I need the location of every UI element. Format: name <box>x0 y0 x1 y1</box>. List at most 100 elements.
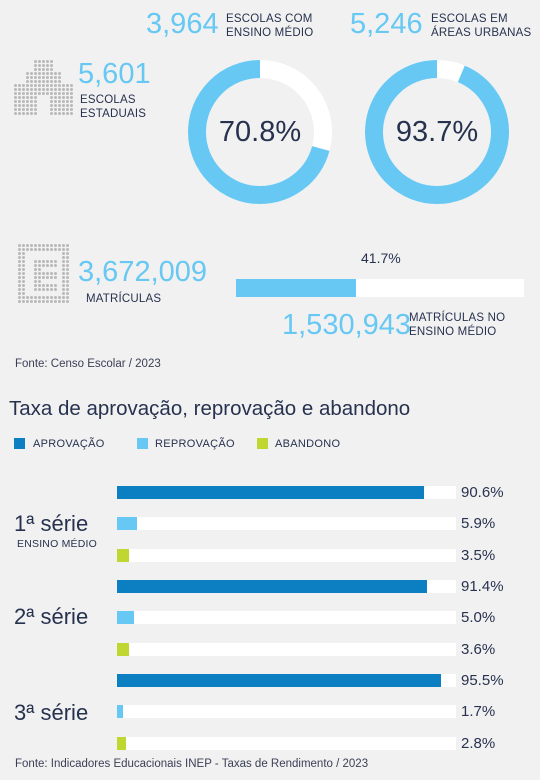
school-icon-dot <box>30 100 33 103</box>
school-icon-dot <box>42 88 45 91</box>
doc-icon-dot <box>22 264 25 267</box>
school-icon-dot <box>62 92 65 95</box>
doc-icon-dot <box>54 288 57 291</box>
doc-icon-dot <box>22 268 25 271</box>
doc-icon-dot <box>22 248 25 251</box>
school-icon-dot <box>30 92 33 95</box>
school-icon-dot <box>70 108 73 111</box>
school-icon-dot <box>50 112 53 115</box>
school-icon-dot <box>22 88 25 91</box>
doc-icon-dot <box>38 288 41 291</box>
doc-icon-dot <box>46 300 49 303</box>
school-icon-dot <box>34 108 37 111</box>
doc-icon-dot <box>42 244 45 247</box>
doc-icon-dot <box>42 284 45 287</box>
bar-track <box>117 517 456 530</box>
school-icon-dot <box>42 84 45 87</box>
school-icon-dot <box>46 68 49 71</box>
bar-3-reprovação <box>117 705 123 718</box>
doc-icon-dot <box>50 284 53 287</box>
doc-icon-dot <box>34 280 37 283</box>
matriculas-em-fill <box>236 279 357 297</box>
school-icon-dot <box>70 92 73 95</box>
school-icon-dot <box>18 96 21 99</box>
legend-label-reprovacao: REPROVAÇÃO <box>155 438 235 450</box>
doc-icon-dot <box>22 288 25 291</box>
school-icon-dot <box>70 112 73 115</box>
doc-icon-dot <box>54 284 57 287</box>
doc-icon-dot <box>18 248 21 251</box>
school-icon-dot <box>14 92 17 95</box>
school-icon-dot <box>66 96 69 99</box>
school-icon-dot <box>30 72 33 75</box>
school-icon-dot <box>30 80 33 83</box>
school-icon-dot <box>58 76 61 79</box>
school-icon-dot <box>18 100 21 103</box>
stat-matriculas-value: 3,672,009 <box>78 256 208 288</box>
doc-icon-dot <box>62 268 65 271</box>
school-building-icon <box>14 60 74 120</box>
doc-icon-dot <box>58 248 61 251</box>
school-icon-dot <box>70 88 73 91</box>
doc-icon-dot <box>38 248 41 251</box>
doc-icon-dot <box>62 292 65 295</box>
doc-icon-dot <box>38 280 41 283</box>
doc-icon-dot <box>22 292 25 295</box>
doc-icon-dot <box>50 244 53 247</box>
doc-icon-dot <box>58 244 61 247</box>
doc-icon-dot <box>42 288 45 291</box>
doc-icon-dot <box>66 264 69 267</box>
doc-icon-dot <box>34 264 37 267</box>
stat-ensino-medio-label-line1: ESCOLAS COM <box>226 13 313 25</box>
group-label-3: 3ª série <box>14 700 89 725</box>
bar-track <box>117 737 456 750</box>
doc-icon-dot <box>34 244 37 247</box>
school-icon-dot <box>70 96 73 99</box>
school-icon-dot <box>62 96 65 99</box>
doc-icon-dot <box>46 248 49 251</box>
bar-value-label: 3.6% <box>461 641 496 658</box>
doc-icon-dot <box>30 296 33 299</box>
school-icon-dot <box>34 112 37 115</box>
school-icon-dot <box>46 84 49 87</box>
doc-icon-dot <box>22 256 25 259</box>
chart-legend: APROVAÇÃO REPROVAÇÃO ABANDONO <box>14 438 414 452</box>
bar-value-label: 3.5% <box>461 547 496 564</box>
school-icon-dot <box>34 64 37 67</box>
school-icon-dot <box>62 84 65 87</box>
school-icon-dot <box>18 88 21 91</box>
stat-matriculas-em-label-line2: ENSINO MÉDIO <box>409 326 497 338</box>
doc-icon-dot <box>66 280 69 283</box>
school-icon-dot <box>26 92 29 95</box>
doc-icon-dot <box>62 260 65 263</box>
school-icon-dot <box>34 60 37 63</box>
school-icon-dot <box>58 84 61 87</box>
doc-icon-dot <box>38 300 41 303</box>
doc-icon-dot <box>42 264 45 267</box>
doc-icon-dot <box>38 296 41 299</box>
school-icon-dot <box>54 84 57 87</box>
doc-icon-dot <box>66 284 69 287</box>
school-icon-dot <box>34 88 37 91</box>
bar-2-abandono <box>117 643 130 656</box>
school-icon-dot <box>22 84 25 87</box>
school-icon-dot <box>38 92 41 95</box>
doc-icon-dot <box>54 264 57 267</box>
school-icon-dot <box>38 88 41 91</box>
doc-icon-dot <box>54 244 57 247</box>
donut-ensino-medio-arc <box>188 60 332 204</box>
school-icon-dot <box>18 112 21 115</box>
doc-icon-dot <box>46 276 49 279</box>
school-icon-dot <box>34 68 37 71</box>
doc-icon-dot <box>42 276 45 279</box>
school-icon-dot <box>58 72 61 75</box>
school-icon-dot <box>30 112 33 115</box>
stat-estaduais-label: ESCOLAS ESTADUAIS <box>80 93 146 121</box>
doc-icon-dot <box>50 300 53 303</box>
doc-icon-dot <box>22 272 25 275</box>
school-icon-dot <box>14 100 17 103</box>
bar-value-label: 95.5% <box>461 672 504 689</box>
doc-icon-dot <box>66 248 69 251</box>
doc-icon-dot <box>18 292 21 295</box>
doc-icon-dot <box>66 268 69 271</box>
